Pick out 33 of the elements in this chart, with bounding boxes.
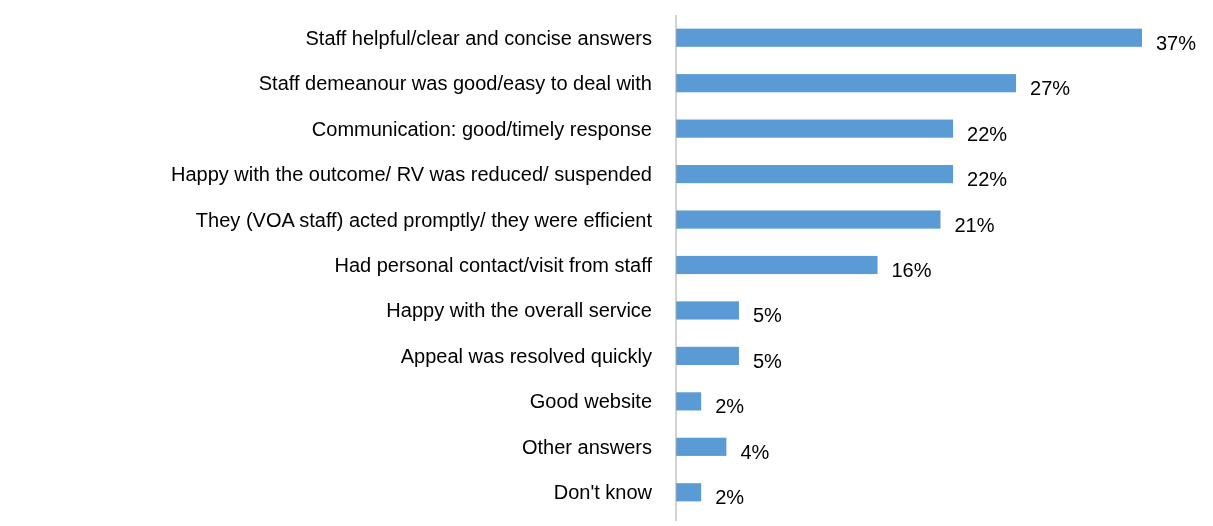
data-label: 16% bbox=[891, 259, 932, 281]
bar bbox=[676, 119, 954, 138]
bar bbox=[676, 165, 954, 184]
y-tick-label: Staff helpful/clear and concise answers bbox=[305, 26, 652, 49]
bar bbox=[676, 28, 1142, 47]
y-tick-label: Staff demeanour was good/easy to deal with bbox=[258, 72, 652, 95]
data-label: 2% bbox=[715, 486, 745, 509]
bar bbox=[676, 210, 941, 229]
bar bbox=[676, 255, 878, 275]
y-tick-label: Happy with the outcome/ RV was reduced/ suspended bbox=[170, 163, 652, 186]
y-tick-label: Happy with the overall service bbox=[386, 299, 652, 322]
data-label: 4% bbox=[740, 440, 770, 463]
data-label: 5% bbox=[752, 304, 783, 327]
y-tick-label: Had personal contact/visit from staff bbox=[334, 254, 653, 276]
y-tick-label: Communication: good/timely response bbox=[311, 117, 652, 140]
data-label: 5% bbox=[752, 349, 783, 372]
bar bbox=[676, 346, 739, 365]
bar bbox=[676, 392, 702, 411]
data-label: 22% bbox=[967, 168, 1008, 191]
data-label: 27% bbox=[1030, 77, 1071, 100]
data-label: 2% bbox=[715, 395, 745, 418]
y-tick-label: Appeal was resolved quickly bbox=[400, 344, 652, 367]
bar bbox=[676, 301, 739, 320]
y-tick-label: They (VOA staff) acted promptly/ they were efficient bbox=[195, 208, 653, 231]
y-tick-label: Other answers bbox=[521, 435, 652, 458]
data-label: 37% bbox=[1156, 31, 1197, 54]
bar bbox=[676, 483, 702, 502]
bar bbox=[676, 74, 1017, 93]
y-tick-label: Good website bbox=[529, 390, 652, 413]
data-label: 22% bbox=[967, 122, 1008, 145]
bar bbox=[676, 437, 727, 456]
y-tick-label: Don't know bbox=[553, 481, 653, 504]
data-label: 21% bbox=[954, 213, 995, 236]
